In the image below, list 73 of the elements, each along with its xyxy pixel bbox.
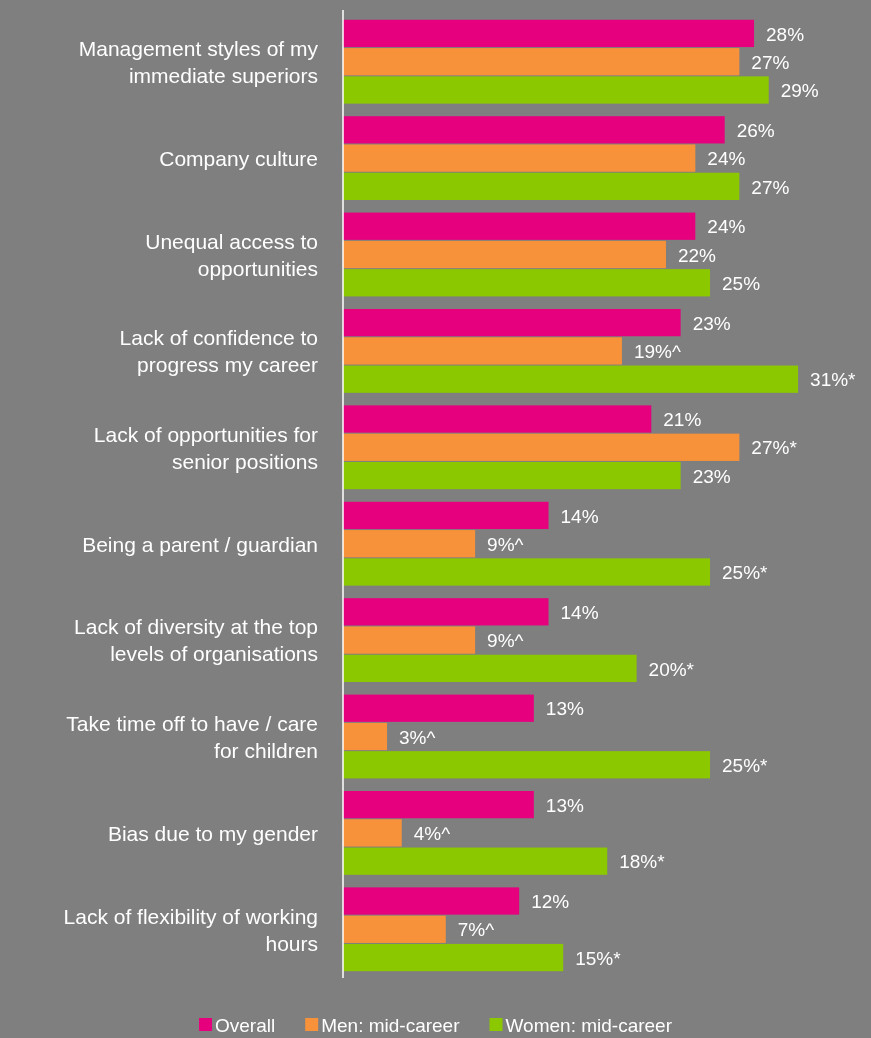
- bar: [343, 433, 740, 461]
- data-label: 28%: [766, 23, 805, 45]
- bar: [343, 405, 652, 433]
- bar: [343, 847, 608, 875]
- data-label: 13%: [545, 698, 584, 720]
- bar: [343, 819, 402, 847]
- bar: [343, 461, 681, 490]
- data-label: 14%: [560, 505, 599, 527]
- y-tick-label: Bias due to my gender: [107, 821, 318, 845]
- y-tick-label: Lack of flexibility of working hours: [63, 904, 318, 955]
- data-label: 18%*: [619, 851, 666, 873]
- y-tick-label: Being a parent / guardian: [82, 532, 318, 556]
- data-label: 21%: [663, 409, 702, 431]
- legend-label: Men: mid-career: [321, 1014, 461, 1036]
- data-label: 24%: [707, 216, 746, 238]
- bar: [343, 654, 637, 683]
- data-label: 13%: [545, 794, 584, 816]
- y-tick-label: Lack of diversity at the top levels of organisations: [74, 615, 318, 666]
- bar: [343, 365, 799, 393]
- data-label: 31%*: [810, 369, 857, 391]
- bar: [343, 626, 476, 654]
- bar: [343, 790, 534, 819]
- y-tick-label: Company culture: [159, 146, 318, 170]
- bar: [343, 48, 740, 76]
- data-label: 23%: [692, 312, 731, 334]
- legend-label: Overall: [215, 1014, 276, 1036]
- legend-label: Women: mid-career: [505, 1014, 673, 1036]
- bar: [343, 269, 710, 297]
- data-label: 19%^: [633, 341, 681, 363]
- data-label: 9%^: [487, 630, 524, 652]
- bar: [343, 172, 740, 201]
- data-label: 3%^: [399, 726, 436, 748]
- bar: [343, 530, 476, 558]
- data-label: 23%: [692, 465, 731, 487]
- bar: [343, 915, 446, 943]
- data-label: 24%: [707, 148, 746, 170]
- bar: [343, 943, 564, 972]
- bar: [343, 501, 549, 530]
- bar: [343, 598, 549, 626]
- bar: [343, 751, 710, 779]
- data-label: 27%: [751, 51, 790, 73]
- bar: [343, 144, 696, 172]
- data-label: 4%^: [413, 823, 451, 845]
- y-tick-label: Management styles of my immediate superiors: [78, 37, 319, 88]
- data-label: 25%*: [722, 562, 769, 584]
- data-label: 22%: [677, 244, 717, 266]
- data-label: 25%: [722, 272, 761, 294]
- y-tick-label: Take time off to have / care for children: [66, 711, 318, 762]
- data-label: 20%*: [648, 658, 695, 680]
- bar: [343, 694, 534, 722]
- data-label: 25%*: [722, 754, 769, 776]
- data-label: 12%: [531, 891, 570, 913]
- y-tick-label: Lack of confidence to progress my career: [119, 326, 319, 377]
- data-label: 29%: [780, 80, 819, 102]
- data-label: 27%*: [751, 437, 798, 459]
- bar: [343, 558, 710, 586]
- bar: [343, 308, 681, 337]
- bar: [343, 887, 520, 915]
- bar: [343, 722, 388, 751]
- data-label: 15%*: [575, 947, 622, 969]
- bar: [343, 337, 622, 365]
- bar: [343, 76, 769, 104]
- bar: [343, 212, 696, 240]
- data-label: 26%: [736, 119, 775, 141]
- y-tick-label: Unequal access to opportunities: [145, 229, 318, 280]
- data-label: 27%: [751, 176, 790, 198]
- bar: [343, 19, 755, 48]
- bar: [343, 240, 666, 269]
- data-label: 7%^: [457, 919, 495, 941]
- y-tick-label: Lack of opportunities for senior positions: [93, 422, 318, 473]
- bar: [343, 116, 725, 144]
- data-label: 14%: [560, 601, 599, 623]
- data-label: 9%^: [487, 533, 524, 555]
